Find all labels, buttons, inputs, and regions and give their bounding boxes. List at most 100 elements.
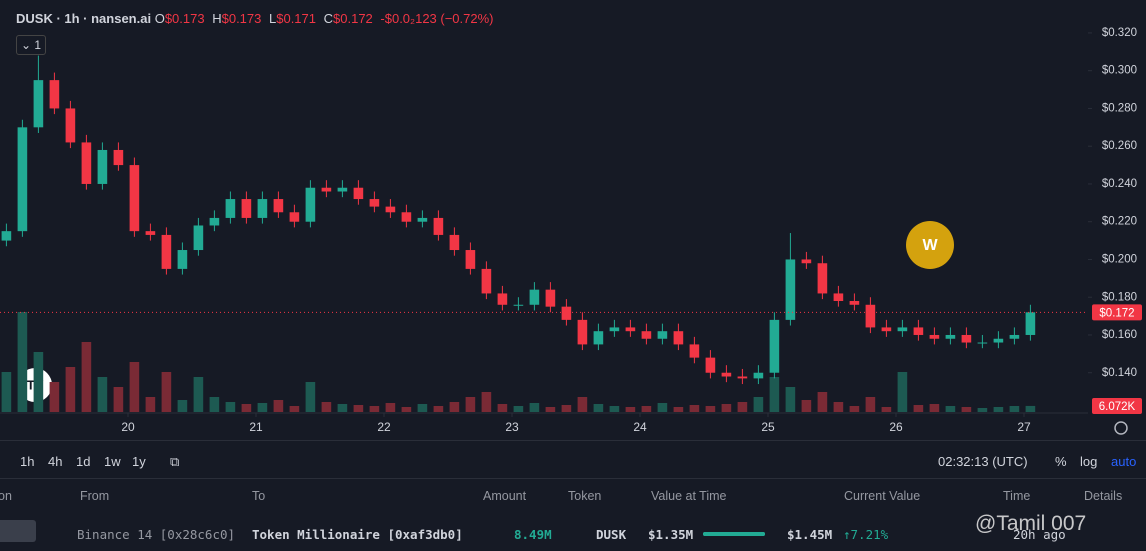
cell: ↑7.21% <box>843 527 889 542</box>
candle-body <box>481 268 492 294</box>
x-tick-label: 22 <box>377 420 391 434</box>
volume-bar <box>289 406 300 412</box>
o-key: O <box>154 11 165 26</box>
candle-body <box>449 234 460 251</box>
divider <box>0 478 1146 479</box>
candle-body <box>401 212 412 222</box>
candle-body <box>33 80 44 128</box>
candle-body <box>385 206 396 213</box>
candle-body <box>289 212 300 222</box>
x-tick-label: 24 <box>633 420 647 434</box>
volume-bar <box>369 406 380 412</box>
badge[interactable] <box>906 221 954 269</box>
candle-body <box>801 259 812 264</box>
date-range-icon[interactable]: ⧉ <box>170 454 180 469</box>
volume-bar <box>1025 405 1036 412</box>
volume-bar <box>833 402 844 412</box>
volume-bar <box>161 372 172 412</box>
log-btn[interactable]: log <box>1080 454 1098 469</box>
volume-bar <box>1 372 12 412</box>
volume-bar <box>801 400 812 412</box>
candle-body <box>913 327 924 335</box>
candle-body <box>673 331 684 345</box>
volume-bar <box>337 404 348 412</box>
volume-bar <box>529 403 540 412</box>
h-key: H <box>212 11 222 26</box>
percent-btn[interactable]: % <box>1055 454 1067 469</box>
volume-bar <box>305 382 316 412</box>
volume-bar <box>1009 406 1020 412</box>
candle-body <box>465 250 476 269</box>
volume-bar <box>593 404 604 412</box>
type-chip <box>0 520 36 542</box>
last-price-label: $0.172 <box>1099 307 1134 319</box>
auto-btn[interactable]: auto <box>1111 454 1137 469</box>
volume-bar <box>417 404 428 412</box>
volume-bar <box>257 403 268 412</box>
volume-bar <box>673 407 684 412</box>
h: $0.173 <box>221 11 262 26</box>
candle-body <box>161 234 172 269</box>
candle-body <box>97 149 108 184</box>
legend: DUSK · 1h · nansen.ai O$0.173 H$0.173 L$… <box>16 11 498 26</box>
x-tick-label: 26 <box>889 420 903 434</box>
volume-bar <box>897 372 908 412</box>
range-btn[interactable]: 4h <box>48 454 63 469</box>
y-tick-label: $0.300 <box>1102 65 1137 77</box>
c-key: C <box>323 11 334 26</box>
y-tick-label: $0.200 <box>1102 253 1137 265</box>
range-btn[interactable]: 1w <box>104 454 121 469</box>
candle-body <box>177 250 188 269</box>
volume-bar <box>737 402 748 412</box>
candle-body <box>769 319 780 373</box>
volume-bar <box>881 407 892 412</box>
y-tick-label: $0.320 <box>1102 27 1137 39</box>
volume-bar <box>65 367 76 412</box>
range-btn[interactable]: 1h <box>20 454 35 469</box>
volume-bar <box>145 397 156 412</box>
y-tick-label: $0.140 <box>1102 367 1137 379</box>
volume-bar <box>513 406 524 412</box>
indicator-toggle[interactable]: ⌄ 1 <box>16 35 46 55</box>
cell: Binance 14 [0x28c6c0] <box>77 527 236 542</box>
candle-body <box>833 293 844 301</box>
volume-bar <box>433 406 444 412</box>
price-axis <box>1088 0 1146 440</box>
volume-bar <box>465 397 476 412</box>
candle-body <box>961 334 972 343</box>
change: -$0.0₂123 (−0.72%) <box>380 11 494 26</box>
volume-bar <box>497 404 508 412</box>
candle-body <box>257 199 268 218</box>
candle-body <box>705 357 716 373</box>
volume-bar <box>977 408 988 412</box>
settings-icon[interactable] <box>1114 421 1128 435</box>
column-header: Time <box>1003 489 1031 503</box>
range-btn[interactable]: 1y <box>132 454 146 469</box>
volume-bar <box>193 377 204 412</box>
x-tick-label: 25 <box>761 420 775 434</box>
volume-label: 6.072K <box>1099 401 1136 413</box>
candle-body <box>977 342 988 344</box>
c: $0.172 <box>333 11 373 26</box>
volume-bar <box>17 312 28 412</box>
o: $0.173 <box>164 11 205 26</box>
cell: 8.49M <box>514 527 552 542</box>
candle-body <box>17 127 28 232</box>
l: $0.171 <box>276 11 316 26</box>
candle-body <box>561 306 572 320</box>
candle-body <box>929 334 940 339</box>
range-btn[interactable]: 1d <box>76 454 91 469</box>
symbol: DUSK · 1h · nansen.ai <box>16 11 152 26</box>
candle-body <box>497 293 508 305</box>
candle-body <box>321 187 332 192</box>
candle-body <box>65 108 76 143</box>
candle-body <box>1009 334 1020 339</box>
volume-bar <box>689 405 700 412</box>
volume-bar <box>273 400 284 412</box>
volume-bar <box>929 404 940 412</box>
candle-body <box>945 334 956 339</box>
x-tick-label: 27 <box>1017 420 1031 434</box>
candle-body <box>865 304 876 328</box>
volume-bar <box>209 397 220 412</box>
